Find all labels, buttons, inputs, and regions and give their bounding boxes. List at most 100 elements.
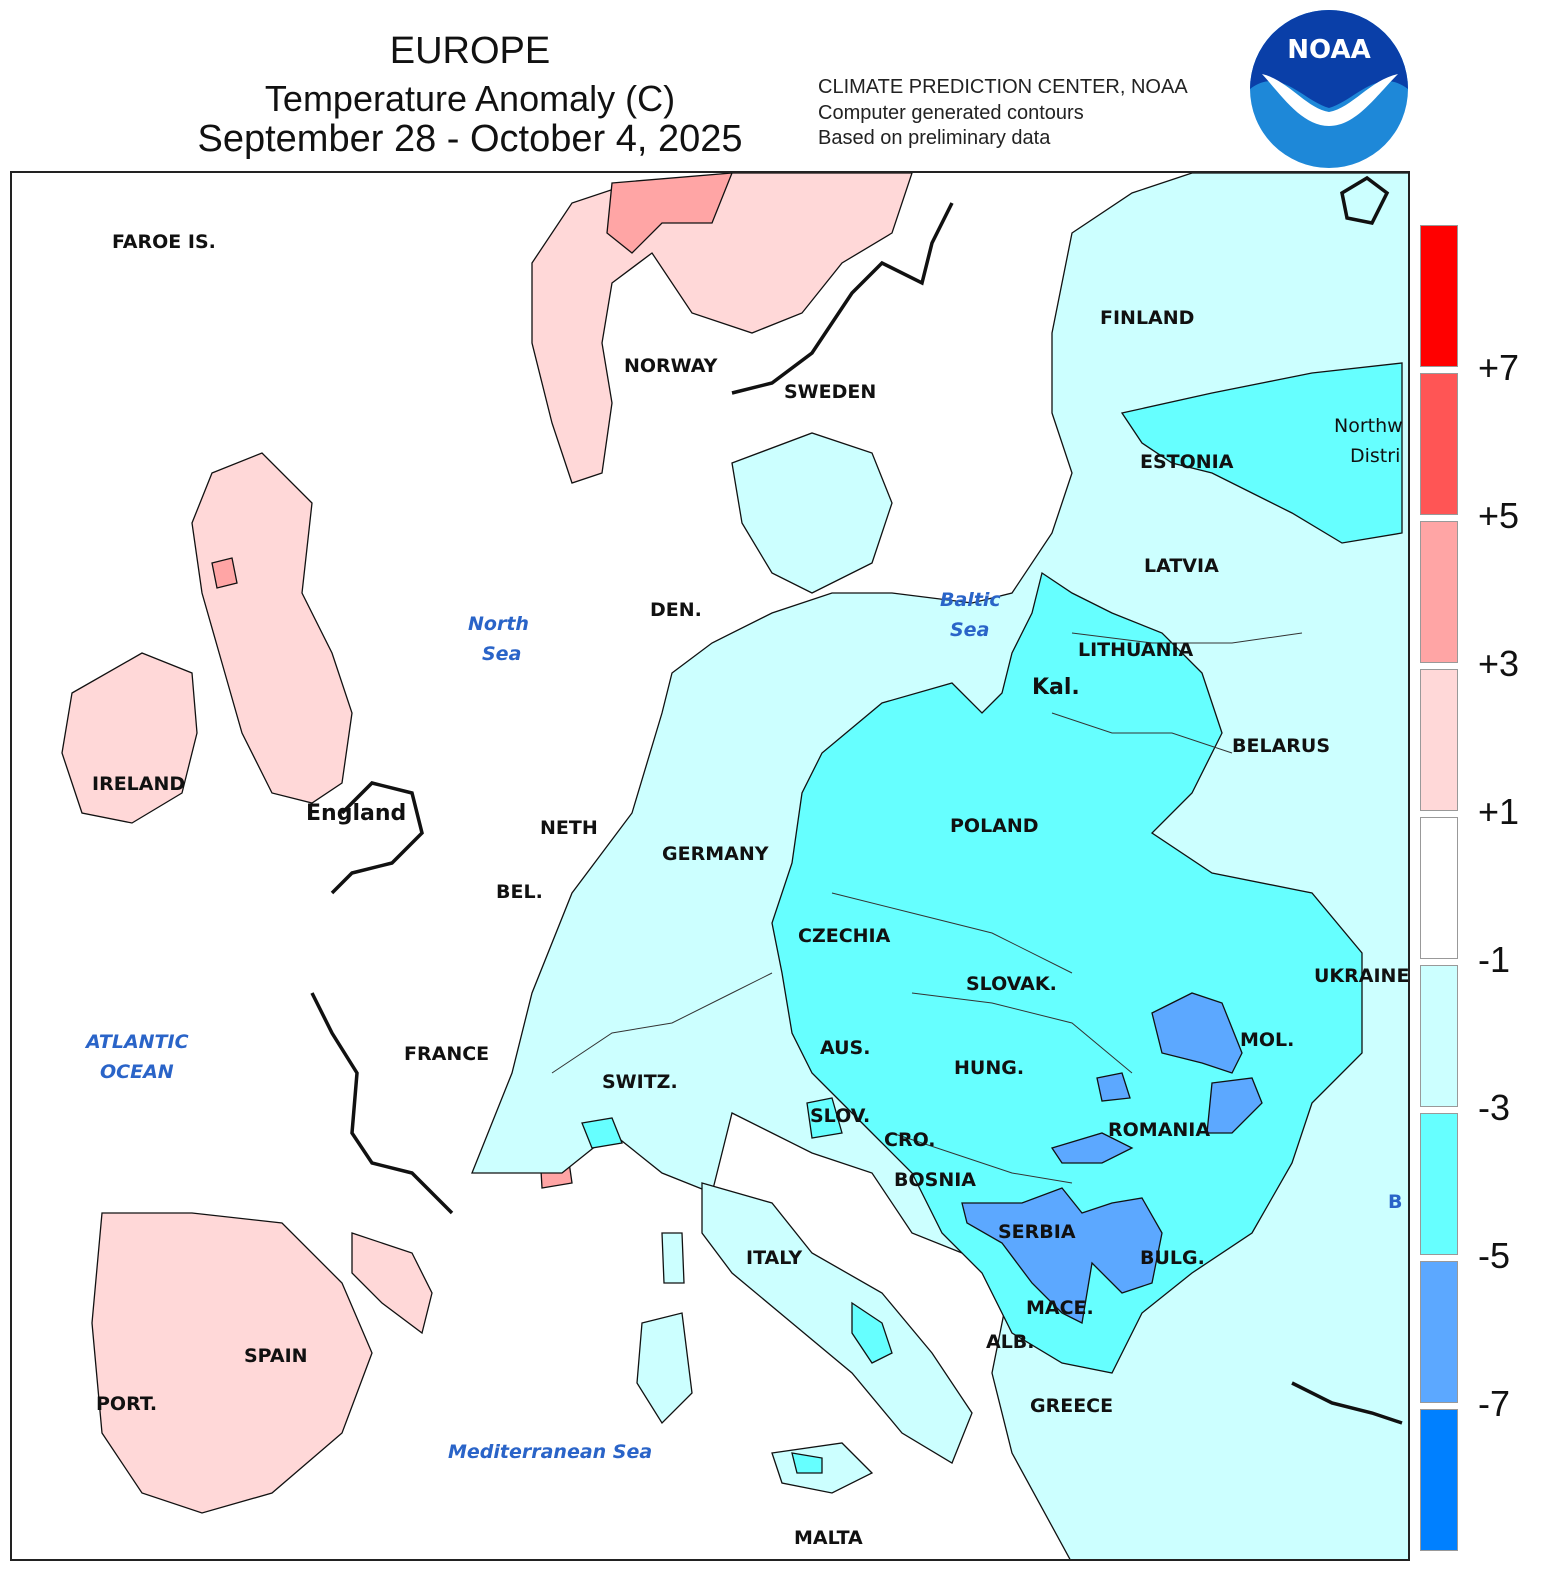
label-belarus: BELARUS — [1232, 735, 1331, 757]
legend-swatch — [1420, 373, 1458, 515]
border-line-2 — [831, 892, 1073, 974]
label-denmark: DEN. — [650, 599, 702, 621]
central-east-strong-cool — [771, 571, 1363, 1374]
zero-contour-finland-east — [1340, 175, 1390, 225]
legend-swatch — [1420, 669, 1458, 811]
border-lines — [551, 632, 1303, 1184]
zero-contour-france — [310, 992, 454, 1215]
credit-agency: CLIMATE PREDICTION CENTER, NOAA — [818, 76, 1188, 98]
zero-contour-greece — [1291, 1381, 1403, 1425]
border-line-6 — [1071, 632, 1303, 644]
legend-tick-label: -7 — [1478, 1383, 1511, 1424]
moldova-very-cool — [1151, 992, 1243, 1074]
alps-strong-cool — [581, 1117, 623, 1149]
slovenia-strong-cool — [806, 1097, 843, 1139]
label-lithuania: LITHUANIA — [1078, 639, 1194, 661]
label-ukraine: UKRAINE — [1314, 965, 1410, 987]
sea-north-line1: North — [468, 613, 529, 635]
label-estonia: ESTONIA — [1140, 451, 1234, 473]
italy-cool-region — [701, 1182, 973, 1464]
scotland-strong-warm — [211, 557, 238, 589]
label-slovakia: SLOVAK. — [966, 973, 1057, 995]
legend-swatch — [1420, 817, 1458, 959]
romania-east-very-cool — [1206, 1077, 1263, 1134]
label-ireland: IRELAND — [92, 773, 186, 795]
norway-coast-strong-warm — [606, 173, 733, 254]
label-moldova: MOL. — [1240, 1029, 1295, 1051]
legend-tick-label: -5 — [1478, 1235, 1511, 1276]
border-line-5 — [1051, 712, 1233, 754]
legend-swatch — [1420, 1409, 1458, 1551]
label-bulgaria: BULG. — [1140, 1247, 1205, 1269]
border-line-3 — [911, 992, 1133, 1074]
label-croatia: CRO. — [884, 1129, 936, 1151]
zero-contour-lines — [310, 175, 1403, 1425]
label-england: England — [306, 801, 407, 826]
very-cool-regions — [961, 992, 1263, 1324]
label-austria: AUS. — [820, 1037, 871, 1059]
label-northwest: Northw — [1334, 415, 1403, 437]
label-malta: MALTA — [794, 1527, 863, 1549]
map-title: EUROPE — [389, 30, 551, 72]
credit-data-note: Based on preliminary data — [818, 127, 1051, 149]
noaa-logo: NOAA — [1248, 8, 1410, 170]
southern-france-warm-region — [351, 1232, 433, 1335]
label-italy: ITALY — [746, 1247, 803, 1269]
label-poland: POLAND — [950, 815, 1039, 837]
label-portugal: PORT. — [96, 1393, 158, 1415]
label-district: Distri — [1350, 445, 1401, 467]
sea-north-line2: Sea — [482, 643, 522, 665]
map-canvas — [61, 173, 1408, 1559]
sea-mediterranean: Mediterranean Sea — [448, 1441, 653, 1463]
border-line-1 — [551, 972, 773, 1074]
strong-cool-regions — [581, 362, 1403, 1474]
label-faroe: FAROE IS. — [112, 231, 216, 253]
border-line-4 — [891, 1132, 1073, 1184]
label-hungary: HUNG. — [954, 1057, 1025, 1079]
label-macedonia: MACE. — [1026, 1297, 1094, 1319]
label-slovenia: SLOV. — [810, 1105, 871, 1127]
norway-warm-region — [531, 173, 913, 484]
label-latvia: LATVIA — [1144, 555, 1219, 577]
sea-baltic-line2: Sea — [950, 619, 990, 641]
zero-contour-scandinavia — [731, 202, 954, 395]
sicily-strong-cool — [791, 1452, 823, 1474]
sea-baltic-line1: Baltic — [940, 589, 1001, 611]
label-france: FRANCE — [404, 1043, 490, 1065]
label-bosnia: BOSNIA — [894, 1169, 976, 1191]
sweden-cool-region — [731, 432, 893, 594]
legend-swatch — [1420, 1261, 1458, 1403]
legend-tick-label: -3 — [1478, 1087, 1511, 1128]
baltic-strong-cool — [1120, 362, 1403, 544]
romania-west-very-cool — [1096, 1072, 1131, 1102]
label-belgium: BEL. — [496, 881, 543, 903]
noaa-logo-text: NOAA — [1287, 35, 1370, 65]
map-variable: Temperature Anomaly (C) — [264, 78, 676, 119]
legend-tick-label: +1 — [1478, 791, 1520, 832]
label-norway: NORWAY — [624, 355, 718, 377]
anomaly-map: FAROE IS. FINLAND NORWAY SWEDEN Northw D… — [10, 171, 1410, 1561]
label-finland: FINLAND — [1100, 307, 1195, 329]
sea-atlantic-line1: ATLANTIC — [86, 1031, 189, 1053]
label-romania: ROMANIA — [1108, 1119, 1211, 1141]
ireland-warm-region — [61, 652, 198, 824]
legend-swatch — [1420, 1113, 1458, 1255]
sardinia-cool-region — [636, 1312, 693, 1425]
legend-swatch — [1420, 521, 1458, 663]
label-spain: SPAIN — [244, 1345, 308, 1367]
sea-atlantic-line2: OCEAN — [100, 1061, 174, 1083]
label-kaliningrad: Kal. — [1032, 675, 1080, 700]
label-greece: GREECE — [1030, 1395, 1114, 1417]
label-serbia: SERBIA — [998, 1221, 1076, 1243]
romania-south-very-cool — [1050, 1132, 1134, 1164]
serbia-very-cool — [961, 1187, 1163, 1324]
label-czechia: CZECHIA — [798, 925, 891, 947]
label-b: B — [1388, 1191, 1403, 1213]
legend-tick-label: +3 — [1478, 643, 1520, 684]
credit-method: Computer generated contours — [818, 102, 1084, 124]
zero-contour-england — [330, 781, 424, 895]
label-sweden: SWEDEN — [784, 381, 877, 403]
italy-strong-cool — [851, 1301, 893, 1364]
corsica-cool-region — [661, 1232, 685, 1284]
label-albania: ALB. — [986, 1331, 1035, 1353]
